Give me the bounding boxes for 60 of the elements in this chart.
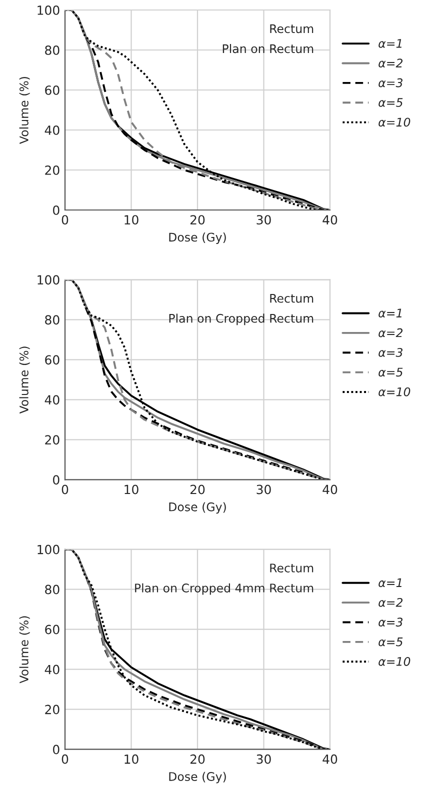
- legend-label: α=3: [378, 78, 403, 88]
- annotation: Plan on Cropped Rectum: [169, 314, 314, 326]
- annotation: Plan on Rectum: [222, 44, 314, 54]
- legend-label: α=2: [378, 58, 403, 68]
- legend-label: α=1: [378, 308, 402, 318]
- x-tick-label: 0: [62, 754, 68, 764]
- legend-label: α=10: [378, 387, 410, 396]
- x-tick-label: 40: [322, 215, 338, 225]
- legend-label: α=10: [378, 118, 410, 127]
- legend-label: α=3: [378, 348, 403, 357]
- x-tick-label: 30: [256, 754, 271, 764]
- x-tick-label: 10: [124, 484, 138, 494]
- legend-label: α=10: [378, 657, 410, 666]
- y-tick-label: 100: [38, 544, 60, 554]
- y-tick-label: 20: [45, 704, 60, 714]
- y-tick-label: 40: [44, 664, 60, 674]
- x-axis-title: Dose (Gy): [169, 772, 226, 784]
- y-tick-label: 0: [53, 744, 60, 754]
- y-tick-label: 60: [45, 85, 60, 95]
- y-tick-label: 20: [45, 165, 60, 175]
- x-axis-title: Dose (Gy): [169, 502, 226, 514]
- y-tick-label: 0: [53, 475, 60, 485]
- x-tick-label: 20: [190, 215, 205, 225]
- x-tick-label: 40: [322, 754, 338, 764]
- legend-label: α=5: [378, 637, 403, 646]
- y-axis-title: Volume (%): [19, 346, 30, 414]
- legend-label: α=2: [378, 328, 403, 338]
- y-tick-label: 0: [53, 205, 60, 215]
- y-tick-label: 40: [44, 395, 60, 405]
- annotation: Rectum: [270, 24, 314, 34]
- annotation: Plan on Cropped 4mm Rectum: [135, 583, 314, 595]
- x-tick-label: 30: [256, 484, 271, 494]
- y-axis-title: Volume (%): [19, 616, 30, 684]
- annotation: Rectum: [270, 564, 314, 572]
- legend-label: α=3: [378, 618, 403, 627]
- legend-label: α=1: [378, 578, 402, 588]
- x-tick-label: 0: [62, 484, 68, 494]
- x-tick-label: 10: [124, 754, 138, 764]
- x-tick-label: 40: [322, 484, 338, 494]
- annotation: Rectum: [270, 294, 314, 303]
- y-tick-label: 80: [45, 584, 60, 594]
- legend-label: α=1: [378, 39, 402, 48]
- legend-label: α=5: [378, 368, 403, 377]
- y-axis-title: Volume (%): [19, 76, 30, 144]
- y-tick-label: 100: [38, 275, 60, 285]
- x-axis-title: Dose (Gy): [169, 232, 226, 244]
- legend-label: α=5: [378, 98, 403, 107]
- x-tick-label: 20: [190, 484, 205, 494]
- y-tick-label: 80: [45, 45, 60, 55]
- legend-label: α=2: [378, 598, 403, 607]
- x-tick-label: 10: [124, 215, 138, 225]
- y-tick-label: 40: [44, 125, 60, 135]
- y-tick-label: 60: [45, 624, 60, 634]
- x-tick-label: 20: [190, 754, 205, 764]
- x-tick-label: 0: [62, 215, 68, 225]
- y-tick-label: 60: [45, 355, 60, 365]
- y-tick-label: 80: [45, 315, 60, 325]
- y-tick-label: 20: [45, 435, 60, 445]
- y-tick-label: 100: [38, 5, 60, 15]
- x-tick-label: 30: [256, 215, 271, 225]
